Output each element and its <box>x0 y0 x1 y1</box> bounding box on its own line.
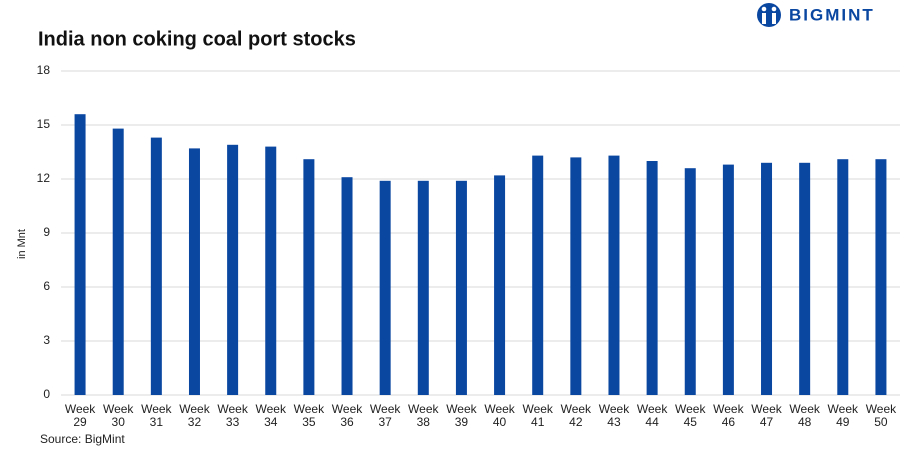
bar <box>455 180 467 395</box>
bar <box>875 159 887 395</box>
bar <box>227 144 239 395</box>
x-tick-label: Week 46 <box>713 402 744 429</box>
bar <box>722 164 734 395</box>
y-tick-label: 18 <box>37 63 51 77</box>
x-tick-label: Week 42 <box>560 402 592 429</box>
source: Source: BigMint <box>40 432 125 446</box>
x-tick-label: Week 43 <box>598 402 630 429</box>
chart-title: India non coking coal port stocks <box>38 28 356 50</box>
bar <box>150 137 162 395</box>
x-tick-label: Week 31 <box>141 402 172 429</box>
bar <box>608 155 620 395</box>
bar <box>74 114 86 395</box>
bar <box>570 157 582 395</box>
y-tick-label: 3 <box>43 333 50 347</box>
x-tick-label: Week 30 <box>102 402 134 429</box>
x-tick-label: Week 32 <box>179 402 210 429</box>
y-tick-label: 15 <box>37 117 51 131</box>
bar <box>837 159 849 395</box>
x-tick-label: Week 35 <box>293 402 325 429</box>
bar <box>303 159 315 395</box>
y-tick-label: 9 <box>43 225 50 239</box>
bar <box>532 155 544 395</box>
x-tick-label: Week 29 <box>64 402 96 429</box>
bar <box>341 177 353 395</box>
x-tick-label: Week 39 <box>446 402 477 429</box>
x-tick-label: Week 48 <box>789 402 820 429</box>
brand: BIGMINT <box>789 5 875 24</box>
x-tick-label: Week 38 <box>408 402 439 429</box>
y-tick-label: 6 <box>43 279 50 293</box>
x-tick-label: Week 34 <box>255 402 286 429</box>
x-tick-label: Week 36 <box>331 402 363 429</box>
y-tick-label: 0 <box>43 387 50 401</box>
bar <box>379 180 391 395</box>
x-tick-label: Week 45 <box>675 402 706 429</box>
logo-icon <box>757 3 781 27</box>
bar <box>684 168 696 395</box>
bar <box>188 148 200 395</box>
x-tick-label: Week 40 <box>484 402 515 429</box>
bar <box>646 161 658 395</box>
x-tick-label: Week 49 <box>827 402 859 429</box>
bar <box>494 175 506 395</box>
x-tick-label: Week 47 <box>751 402 782 429</box>
bar <box>799 162 811 395</box>
x-tick-label: Week 44 <box>636 402 668 429</box>
bar <box>265 146 277 395</box>
x-tick-label: Week 50 <box>865 402 897 429</box>
bar <box>112 128 124 395</box>
y-axis-title: in Mnt <box>16 229 28 259</box>
x-tick-label: Week 37 <box>369 402 401 429</box>
bar <box>761 162 773 395</box>
y-tick-label: 12 <box>37 171 51 185</box>
bar <box>417 180 429 395</box>
x-tick-label: Week 41 <box>522 402 553 429</box>
x-tick-label: Week 33 <box>217 402 248 429</box>
